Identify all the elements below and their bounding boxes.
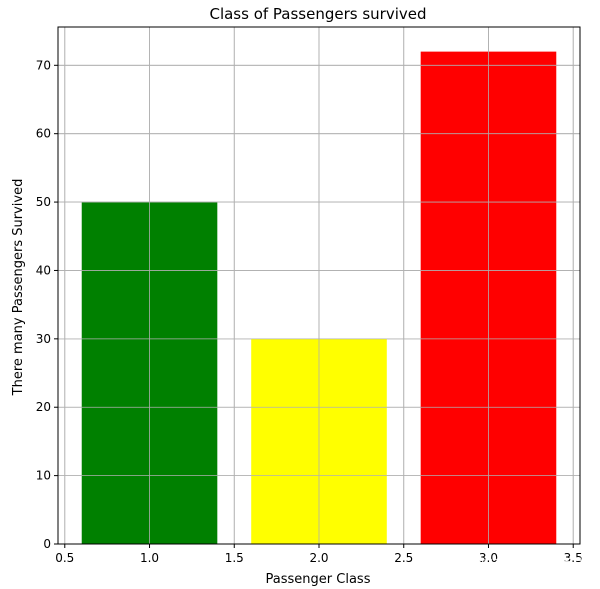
chart-title: Class of Passengers survived — [209, 5, 426, 23]
y-tick-label: 60 — [36, 127, 51, 141]
grid-lines-overlay — [58, 27, 580, 545]
axis-ticks: 0.5 1.0 1.5 2.0 2.5 3.0 3.5 0 10 20 30 40 50 60 70 — [36, 58, 583, 565]
x-tick-label: 3.0 — [479, 551, 498, 565]
y-tick-label: 70 — [36, 58, 51, 72]
x-tick-label: 0.5 — [55, 551, 74, 565]
x-tick-label: 2.0 — [309, 551, 328, 565]
x-tick-label: 2.5 — [394, 551, 413, 565]
x-tick-label: 1.5 — [225, 551, 244, 565]
x-tick-label: 1.0 — [140, 551, 159, 565]
y-tick-label: 40 — [36, 263, 51, 277]
x-axis-label: Passenger Class — [266, 572, 371, 587]
y-tick-label: 0 — [43, 537, 51, 551]
watermark-text: 知乎 @小江同学 — [478, 556, 588, 574]
bars — [58, 27, 580, 545]
y-tick-label: 30 — [36, 332, 51, 346]
y-axis-label: There many Passengers Survived — [11, 179, 26, 397]
y-tick-label: 20 — [36, 400, 51, 414]
y-tick-label: 10 — [36, 469, 51, 483]
x-tick-label: 3.5 — [564, 551, 583, 565]
y-tick-label: 50 — [36, 195, 51, 209]
